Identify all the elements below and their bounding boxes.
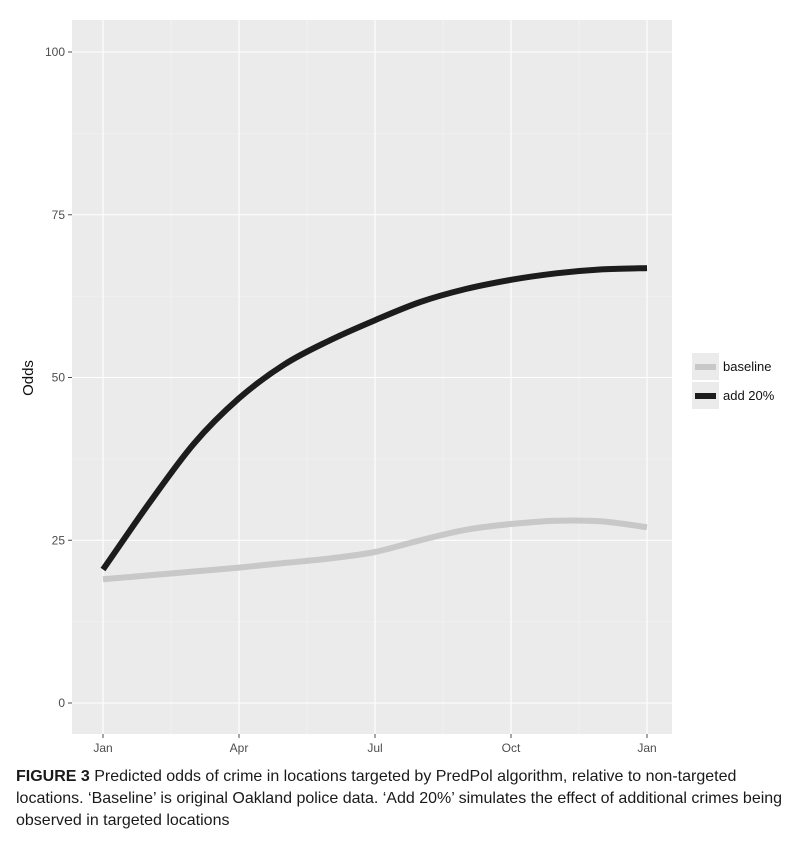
x-tick-label: Jan bbox=[93, 741, 112, 755]
x-tick-label: Apr bbox=[230, 741, 249, 755]
legend: baseline add 20% bbox=[692, 353, 775, 409]
y-tick-label: 75 bbox=[52, 208, 66, 222]
y-tick-label: 25 bbox=[52, 533, 66, 547]
x-tick-label: Jul bbox=[367, 741, 382, 755]
caption-text: Predicted odds of crime in locations tar… bbox=[16, 768, 783, 829]
x-tick-label: Jan bbox=[637, 741, 656, 755]
y-tick-label: 0 bbox=[58, 696, 65, 710]
legend-label: add 20% bbox=[723, 388, 775, 403]
y-axis-title: Odds bbox=[20, 360, 37, 396]
chart: 0 25 50 75 100 Jan Apr Jul Oct Jan Odds baseline… bbox=[20, 20, 775, 755]
x-tick-label: Oct bbox=[502, 741, 521, 755]
figure-label: FIGURE 3 bbox=[16, 768, 90, 785]
y-tick-label: 50 bbox=[52, 371, 66, 385]
y-axis: 0 25 50 75 100 bbox=[45, 45, 72, 710]
figure-caption: FIGURE 3 Predicted odds of crime in loca… bbox=[16, 766, 786, 832]
major-gridlines bbox=[72, 20, 672, 734]
x-axis: Jan Apr Jul Oct Jan bbox=[93, 734, 657, 755]
y-tick-label: 100 bbox=[45, 45, 65, 59]
legend-label: baseline bbox=[723, 359, 771, 374]
series-lines bbox=[100, 265, 648, 583]
series-line-baseline bbox=[102, 517, 648, 583]
series-line-add-20 bbox=[100, 265, 648, 572]
